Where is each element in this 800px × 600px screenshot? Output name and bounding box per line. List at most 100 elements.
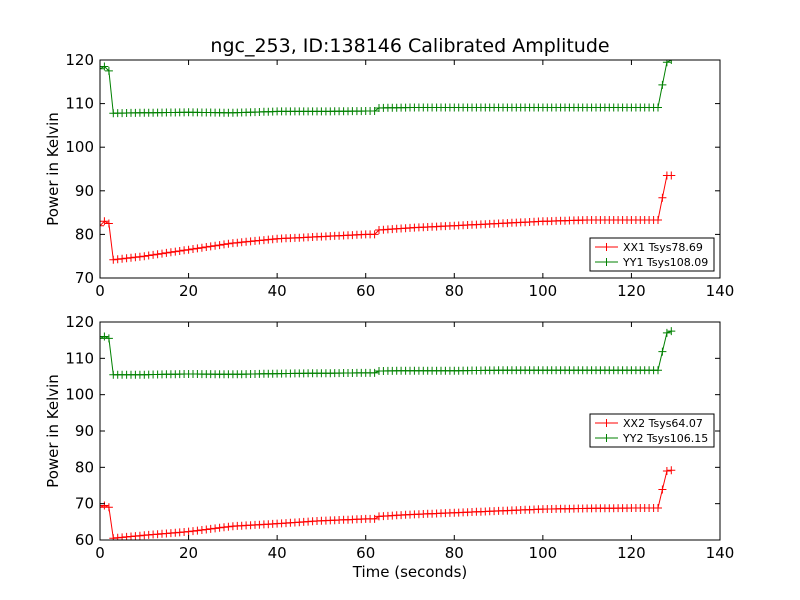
legend-box xyxy=(589,413,715,448)
y-tick-label: 90 xyxy=(75,422,94,440)
data-point xyxy=(162,248,171,257)
x-tick-label: 0 xyxy=(95,282,105,300)
data-point xyxy=(104,66,113,75)
data-point xyxy=(100,503,104,512)
y-axis-label: Power in Kelvin xyxy=(44,112,62,226)
data-point xyxy=(370,107,379,115)
data-point xyxy=(658,80,667,89)
legend-label: XX1 Tsys78.69 xyxy=(623,241,703,254)
data-point xyxy=(166,248,175,257)
data-point xyxy=(144,251,153,260)
legend-label: YY2 Tsys106.15 xyxy=(622,432,708,445)
data-point xyxy=(206,242,215,251)
data-point xyxy=(184,245,193,254)
legend-marker xyxy=(602,419,611,427)
data-point xyxy=(100,334,104,343)
data-point xyxy=(202,525,211,534)
x-tick-label: 20 xyxy=(179,282,198,300)
data-point xyxy=(667,466,676,475)
data-point xyxy=(180,246,189,255)
data-point xyxy=(104,334,113,343)
y-tick-label: 110 xyxy=(65,349,94,367)
data-point xyxy=(193,526,202,535)
data-point xyxy=(153,250,162,259)
x-tick-label: 40 xyxy=(268,544,287,562)
x-tick-label: 20 xyxy=(179,544,198,562)
data-point xyxy=(667,171,676,180)
x-tick-label: 60 xyxy=(356,544,375,562)
legend: XX2 Tsys64.07 YY2 Tsys106.15 xyxy=(589,413,715,448)
data-point xyxy=(100,221,104,230)
data-point xyxy=(662,60,671,67)
y-tick-label: 120 xyxy=(65,51,94,69)
x-axis-label: Time (seconds) xyxy=(352,563,468,581)
data-point xyxy=(220,240,228,249)
data-point xyxy=(667,327,676,336)
series-line-2 xyxy=(100,330,672,376)
y-tick-label: 70 xyxy=(75,495,94,513)
data-point xyxy=(370,230,379,239)
data-point xyxy=(658,347,667,356)
x-tick-label: 120 xyxy=(617,282,646,300)
x-tick-label: 80 xyxy=(445,544,464,562)
data-point xyxy=(662,467,671,475)
data-point xyxy=(211,241,220,250)
data-point xyxy=(171,247,180,256)
plot-area xyxy=(100,60,676,264)
legend-marker xyxy=(602,258,611,266)
y-tick-label: 120 xyxy=(65,313,94,331)
data-point xyxy=(370,368,379,377)
data-point xyxy=(189,245,197,253)
data-point xyxy=(100,62,109,71)
data-point xyxy=(158,249,166,258)
data-point xyxy=(224,239,233,248)
legend-label: XX2 Tsys64.07 xyxy=(623,417,703,430)
x-tick-label: 100 xyxy=(529,544,558,562)
legend: XX1 Tsys78.69 YY1 Tsys108.09 xyxy=(589,237,715,272)
data-point xyxy=(662,328,671,337)
series-line-1 xyxy=(100,175,672,261)
data-point xyxy=(654,216,662,224)
data-point xyxy=(100,501,109,510)
data-point xyxy=(211,524,220,533)
data-point xyxy=(193,244,202,253)
data-point xyxy=(100,64,104,73)
legend-box xyxy=(589,237,715,272)
bottom-plot: 0 20 40 60 80 100 120 140 60 70 80 90 100 110 120 Power… xyxy=(44,313,734,581)
data-point xyxy=(100,217,109,226)
data-point xyxy=(175,247,184,255)
y-tick-label: 70 xyxy=(75,269,94,287)
series-line-1 xyxy=(100,469,672,539)
figure-title: ngc_253, ID:138146 Calibrated Amplitude xyxy=(210,35,609,57)
data-point xyxy=(654,103,662,112)
data-point xyxy=(104,503,113,512)
data-point xyxy=(149,250,158,259)
x-tick-label: 40 xyxy=(268,282,287,300)
top-plot: 0 20 40 60 80 100 120 140 70 80 90 100 110 120 Power i… xyxy=(44,51,734,300)
data-point xyxy=(140,252,149,261)
data-point xyxy=(370,514,379,523)
x-tick-label: 80 xyxy=(445,282,464,300)
y-tick-label: 90 xyxy=(75,182,94,200)
data-point xyxy=(658,193,667,202)
y-tick-label: 100 xyxy=(65,138,94,156)
data-point xyxy=(104,219,113,228)
data-point xyxy=(667,60,676,64)
data-point xyxy=(658,485,667,494)
legend-marker xyxy=(602,243,611,251)
data-point xyxy=(202,243,211,251)
y-tick-label: 60 xyxy=(75,531,94,549)
x-tick-label: 100 xyxy=(529,282,558,300)
y-tick-label: 110 xyxy=(65,95,94,113)
y-tick-label: 100 xyxy=(65,386,94,404)
x-tick-label: 60 xyxy=(356,282,375,300)
data-point xyxy=(654,504,662,512)
y-tick-label: 80 xyxy=(75,458,94,476)
x-tick-label: 140 xyxy=(706,282,735,300)
data-point xyxy=(197,243,206,252)
data-point xyxy=(100,332,109,341)
legend-label: YY1 Tsys108.09 xyxy=(622,256,708,269)
plot-area xyxy=(100,327,676,540)
series-line-2 xyxy=(100,60,672,114)
